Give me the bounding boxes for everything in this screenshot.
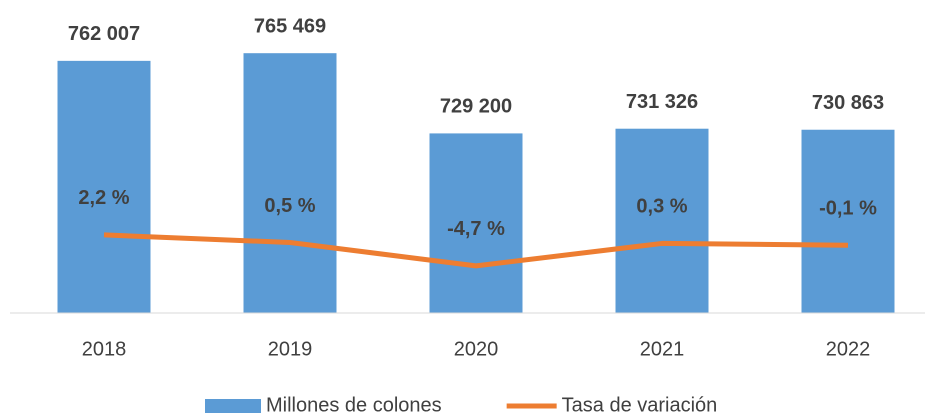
bar-value-label: 731 326 xyxy=(626,91,698,113)
bar xyxy=(429,133,523,313)
bar xyxy=(615,128,709,313)
x-tick-label: 2022 xyxy=(826,338,871,360)
legend-label: Tasa de variación xyxy=(562,394,718,416)
line-value-label: -4,7 % xyxy=(447,218,505,240)
bar-value-label: 730 863 xyxy=(812,92,884,114)
line-value-label: 0,5 % xyxy=(264,195,315,217)
line-value-label: 0,3 % xyxy=(636,196,687,218)
x-tick-label: 2019 xyxy=(268,338,313,360)
line-value-label: -0,1 % xyxy=(819,197,877,219)
line xyxy=(103,232,849,269)
line-value-label: 2,2 % xyxy=(78,187,129,209)
legend-label: Millones de colones xyxy=(266,394,442,416)
x-tick-label: 2021 xyxy=(640,338,685,360)
bar xyxy=(801,129,895,313)
bar-value-label: 765 469 xyxy=(254,15,326,37)
bar-value-label: 729 200 xyxy=(440,96,512,118)
bar-value-label: 762 007 xyxy=(68,23,140,45)
bar xyxy=(57,60,151,313)
x-tick-label: 2020 xyxy=(454,338,499,360)
bar xyxy=(243,53,337,314)
x-tick-label: 2018 xyxy=(82,338,127,360)
legend-swatch xyxy=(205,399,261,413)
